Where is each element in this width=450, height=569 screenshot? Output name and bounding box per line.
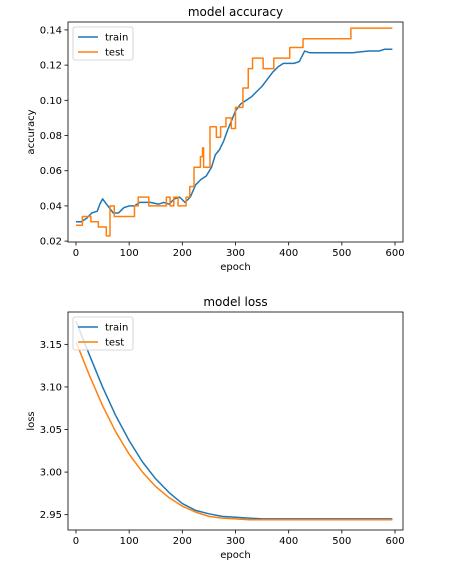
loss-legend-label-test: test: [105, 338, 124, 349]
loss-y-tick-label: 3.10: [40, 382, 62, 393]
accuracy-x-tick-label: 300: [226, 248, 245, 259]
accuracy-x-tick-label: 200: [173, 248, 192, 259]
accuracy-x-tick-label: 500: [332, 248, 351, 259]
loss-series-line-test: [75, 341, 393, 521]
loss-x-tick-label: 200: [173, 536, 192, 547]
loss-y-tick-label: 3.15: [40, 340, 62, 351]
accuracy-series-line-train: [75, 48, 393, 223]
loss-y-axis-label: loss: [26, 411, 37, 430]
accuracy-x-axis-label: epoch: [220, 262, 250, 273]
loss-chart: model loss 0 100 200 300 400 500 600 2.95 3.00 3.0…: [26, 295, 405, 561]
accuracy-y-tick-label: 0.14: [40, 25, 62, 36]
accuracy-y-tick-label: 0.04: [40, 201, 62, 212]
loss-x-tick-label: 400: [279, 536, 298, 547]
accuracy-y-tick-label: 0.08: [40, 131, 62, 142]
accuracy-x-tick-label: 0: [73, 248, 79, 259]
loss-x-axis-label: epoch: [220, 550, 250, 561]
loss-y-tick-label: 3.05: [40, 425, 62, 436]
accuracy-y-tick-label: 0.02: [40, 237, 62, 248]
loss-y-tick-label: 2.95: [40, 510, 62, 521]
loss-y-tick-label: 3.00: [40, 468, 62, 479]
accuracy-series-line-test: [75, 27, 393, 237]
loss-chart-title: model loss: [203, 295, 267, 309]
accuracy-legend-label-train: train: [105, 33, 128, 44]
loss-x-tick-label: 300: [226, 536, 245, 547]
loss-x-tick-label: 500: [332, 536, 351, 547]
accuracy-x-tick-label: 600: [385, 248, 404, 259]
accuracy-y-tick-label: 0.10: [40, 96, 62, 107]
accuracy-legend-label-test: test: [105, 48, 124, 59]
accuracy-x-tick-label: 400: [279, 248, 298, 259]
accuracy-y-tick-label: 0.06: [40, 166, 62, 177]
loss-legend: train test: [72, 316, 134, 351]
loss-series-line-train: [75, 321, 393, 520]
loss-x-tick-label: 100: [120, 536, 139, 547]
accuracy-chart: model accuracy 0 100 200 300 400 500 600 0.02 0.0…: [26, 5, 405, 273]
accuracy-legend: train test: [72, 26, 134, 61]
accuracy-y-axis-label: accuracy: [26, 109, 37, 154]
loss-x-tick-label: 0: [73, 536, 79, 547]
loss-x-tick-label: 600: [385, 536, 404, 547]
loss-legend-label-train: train: [105, 323, 128, 334]
accuracy-x-tick-label: 100: [120, 248, 139, 259]
accuracy-y-tick-label: 0.12: [40, 61, 62, 72]
accuracy-chart-title: model accuracy: [188, 5, 283, 19]
